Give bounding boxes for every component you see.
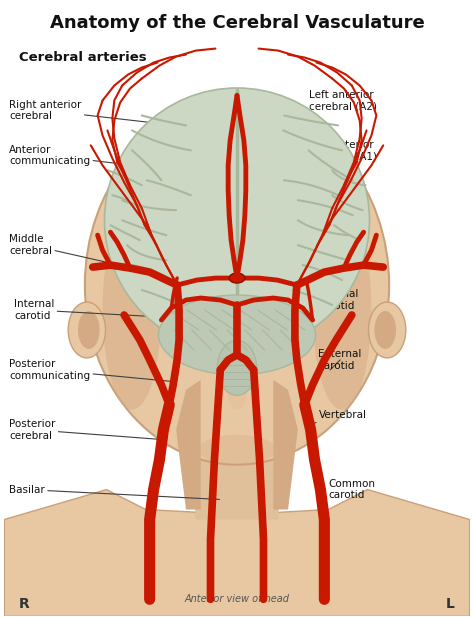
Text: R: R	[19, 597, 30, 611]
Text: External
carotid: External carotid	[319, 349, 362, 371]
Polygon shape	[186, 365, 237, 520]
Ellipse shape	[85, 106, 389, 465]
Ellipse shape	[374, 311, 396, 349]
Polygon shape	[176, 380, 201, 510]
Text: Anterior view of head: Anterior view of head	[184, 594, 290, 604]
Ellipse shape	[218, 341, 256, 395]
Ellipse shape	[198, 435, 276, 465]
Text: Anatomy of the Cerebral Vasculature: Anatomy of the Cerebral Vasculature	[50, 14, 424, 31]
Text: Common
carotid: Common carotid	[324, 479, 375, 500]
Text: Left anterior
cerebral (A2): Left anterior cerebral (A2)	[272, 89, 377, 115]
Ellipse shape	[68, 302, 106, 358]
Ellipse shape	[158, 295, 316, 375]
Polygon shape	[273, 380, 298, 510]
Polygon shape	[4, 490, 470, 616]
Text: Right anterior
cerebral: Right anterior cerebral	[9, 100, 173, 125]
Ellipse shape	[102, 210, 162, 410]
Ellipse shape	[229, 273, 245, 283]
Ellipse shape	[78, 311, 100, 349]
Text: Left anterior
cerebral (A1): Left anterior cerebral (A1)	[282, 139, 377, 170]
Text: Cerebral arteries: Cerebral arteries	[19, 51, 147, 64]
Text: Posterior
cerebral: Posterior cerebral	[9, 419, 162, 441]
Text: Internal
carotid: Internal carotid	[300, 289, 359, 311]
Ellipse shape	[227, 370, 247, 410]
Ellipse shape	[104, 88, 370, 352]
Ellipse shape	[368, 302, 406, 358]
Text: Middle
cerebral: Middle cerebral	[9, 234, 108, 262]
Polygon shape	[237, 365, 288, 520]
Text: Vertebral: Vertebral	[311, 410, 366, 424]
Text: Anterior
communicating: Anterior communicating	[9, 144, 213, 175]
Ellipse shape	[312, 210, 372, 410]
Text: Posterior
communicating: Posterior communicating	[9, 359, 173, 381]
Text: L: L	[446, 597, 455, 611]
Text: Internal
carotid: Internal carotid	[14, 299, 176, 321]
Text: Basilar: Basilar	[9, 484, 219, 499]
